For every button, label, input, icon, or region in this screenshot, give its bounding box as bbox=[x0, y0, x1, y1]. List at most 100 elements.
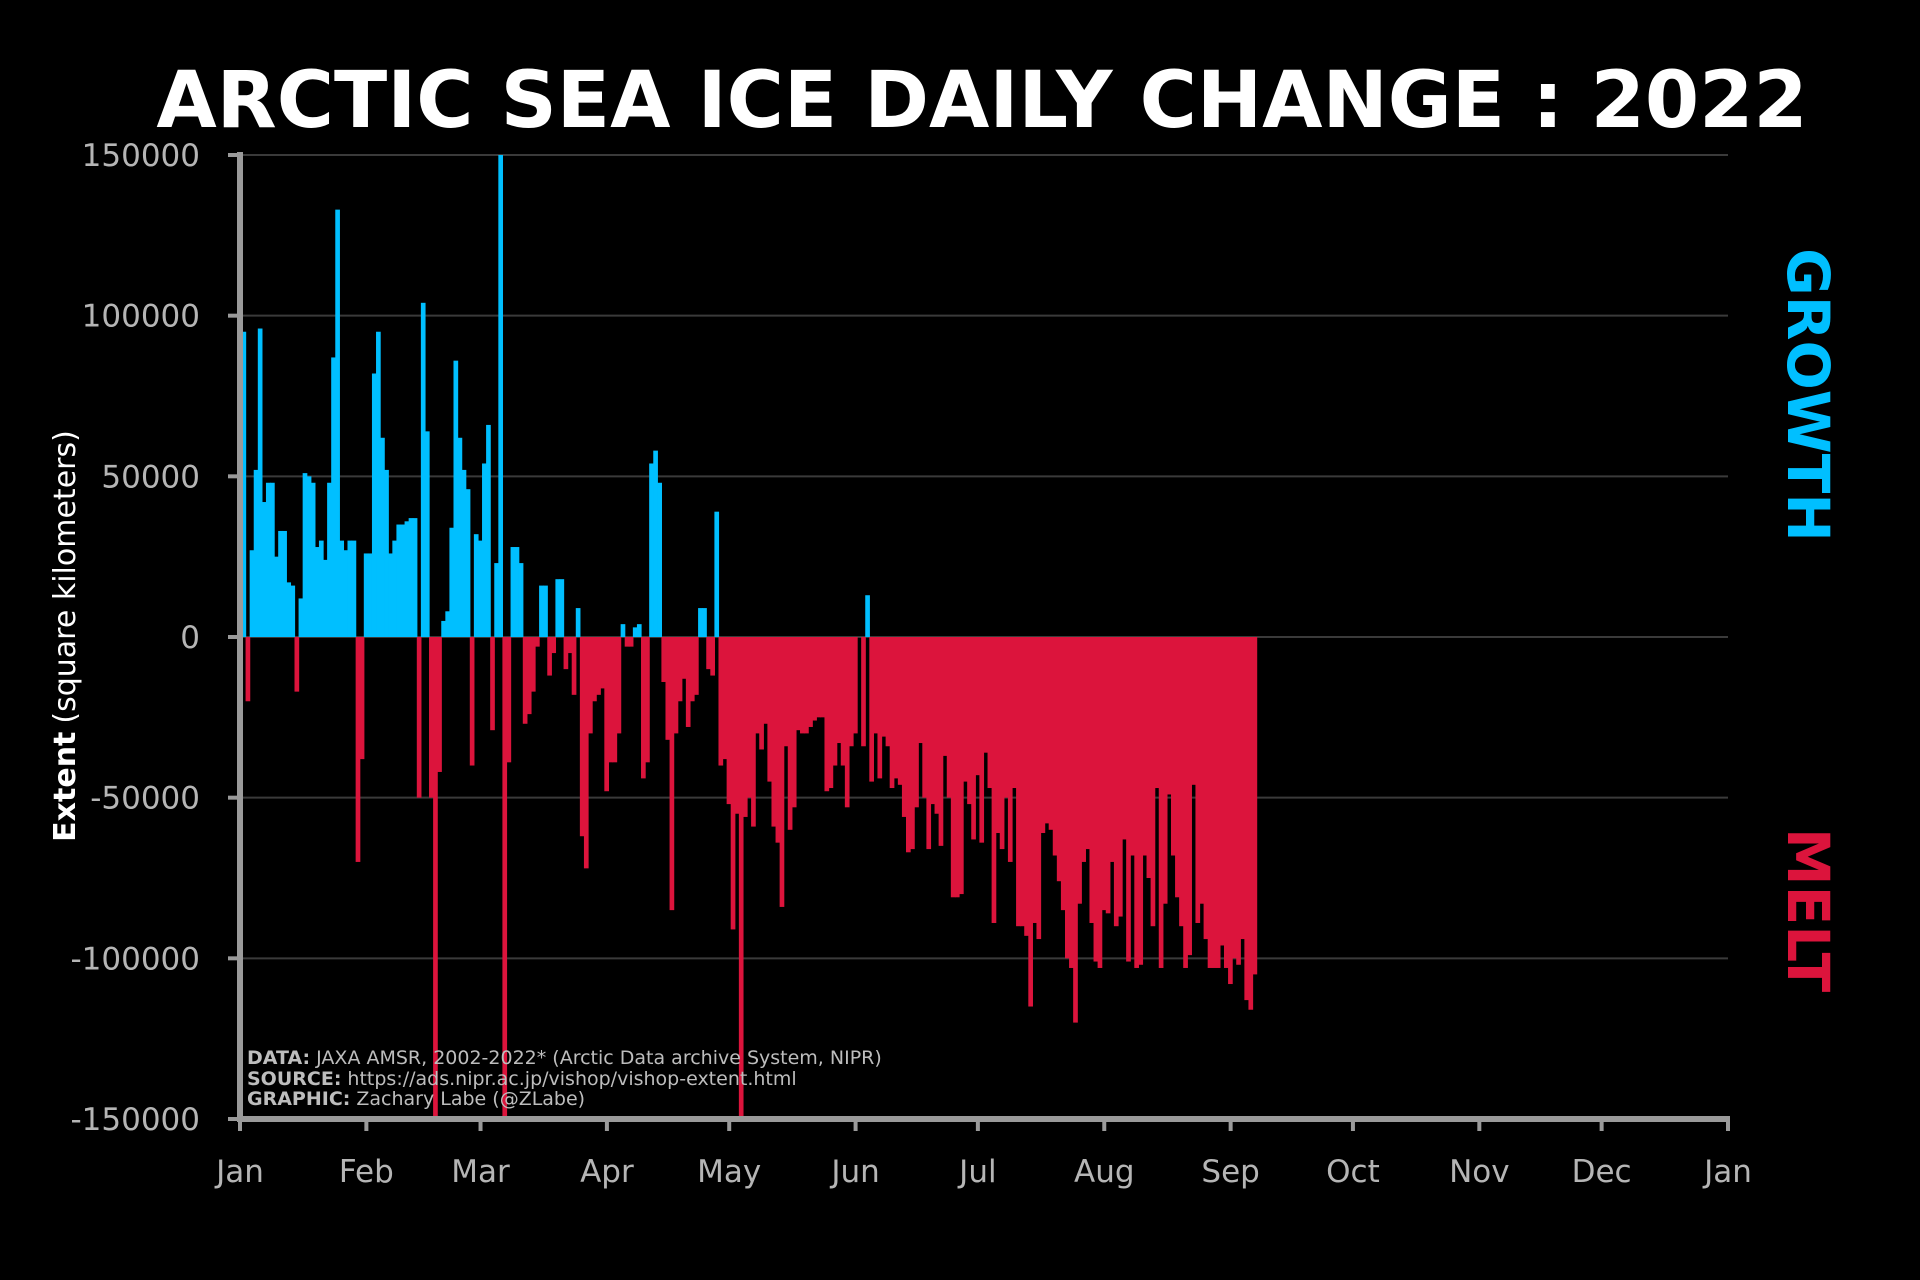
bar bbox=[449, 527, 455, 637]
bar bbox=[661, 637, 667, 682]
bar bbox=[1052, 637, 1058, 856]
bar bbox=[543, 585, 548, 637]
bar bbox=[742, 637, 748, 817]
growth-label: GROWTH bbox=[1774, 248, 1842, 542]
bar bbox=[612, 637, 618, 763]
bar bbox=[1232, 637, 1237, 959]
footer-data-key: DATA: bbox=[247, 1047, 310, 1069]
y-tick-label: 0 bbox=[180, 620, 200, 656]
bar bbox=[824, 637, 830, 792]
bar bbox=[649, 463, 654, 637]
bar bbox=[1069, 637, 1074, 968]
bar bbox=[314, 547, 320, 637]
bar bbox=[1122, 637, 1127, 840]
bar bbox=[522, 637, 528, 724]
bar bbox=[689, 637, 695, 702]
bar bbox=[392, 540, 398, 637]
bar bbox=[290, 585, 296, 637]
bar bbox=[681, 637, 687, 679]
bar bbox=[388, 553, 393, 637]
bar bbox=[620, 624, 626, 637]
bar bbox=[1040, 637, 1046, 834]
bar bbox=[282, 530, 287, 637]
bar bbox=[1101, 637, 1107, 911]
bar bbox=[1028, 637, 1033, 1007]
y-ticks: 150000 100000 50000 0 -50000 -100000 -150000 bbox=[70, 138, 240, 1138]
bar bbox=[954, 637, 960, 898]
x-tick-label: Jul bbox=[957, 1154, 996, 1190]
bar bbox=[1011, 637, 1017, 789]
x-tick-label: Aug bbox=[1074, 1154, 1135, 1190]
bar bbox=[331, 357, 336, 637]
bar bbox=[657, 482, 663, 637]
bars bbox=[241, 155, 1258, 1119]
bar bbox=[1060, 637, 1066, 911]
bar bbox=[881, 637, 887, 737]
bar bbox=[327, 482, 332, 637]
bar bbox=[901, 637, 907, 817]
bar bbox=[767, 637, 773, 782]
bar bbox=[1158, 637, 1164, 968]
bar bbox=[628, 637, 634, 647]
bar bbox=[1113, 637, 1119, 927]
bar bbox=[274, 556, 279, 637]
bar bbox=[286, 582, 292, 637]
bar bbox=[477, 540, 483, 637]
bar bbox=[359, 637, 365, 760]
bar bbox=[265, 482, 271, 637]
bar bbox=[832, 637, 838, 766]
bar bbox=[673, 637, 679, 734]
bar bbox=[1219, 637, 1225, 946]
bar bbox=[991, 637, 997, 923]
bar bbox=[853, 637, 858, 734]
bar bbox=[270, 482, 275, 637]
bar bbox=[1166, 637, 1172, 795]
bar bbox=[995, 637, 1001, 834]
y-axis-label-rest: (square kilometers) bbox=[48, 430, 83, 723]
bar bbox=[302, 473, 308, 637]
bar bbox=[897, 637, 903, 785]
bar bbox=[963, 637, 968, 782]
bar bbox=[278, 530, 283, 637]
bar bbox=[885, 637, 891, 747]
bar bbox=[376, 331, 381, 637]
bar bbox=[339, 540, 345, 637]
y-tick-label: 50000 bbox=[101, 459, 200, 495]
bar bbox=[257, 328, 263, 637]
bar bbox=[1073, 637, 1078, 1023]
bar bbox=[706, 637, 711, 670]
bar bbox=[1130, 637, 1135, 856]
bar bbox=[323, 559, 328, 637]
x-tick-label: Oct bbox=[1326, 1154, 1380, 1190]
bar bbox=[1126, 637, 1131, 962]
bar bbox=[653, 450, 658, 637]
bar bbox=[408, 518, 414, 637]
bar bbox=[906, 637, 911, 853]
bar bbox=[380, 437, 385, 637]
x-tick-label: Jan bbox=[214, 1154, 264, 1190]
bar bbox=[343, 550, 349, 637]
bar bbox=[755, 637, 760, 734]
bar bbox=[1191, 637, 1197, 785]
bar bbox=[861, 637, 866, 747]
bar bbox=[710, 637, 715, 676]
bar bbox=[616, 637, 622, 734]
bar bbox=[1223, 637, 1229, 968]
bar bbox=[685, 637, 691, 727]
bar bbox=[1240, 637, 1245, 940]
bar bbox=[420, 302, 426, 637]
bar bbox=[433, 637, 438, 1119]
bar bbox=[461, 469, 467, 637]
y-tick-label: -50000 bbox=[90, 781, 200, 817]
bar bbox=[563, 637, 569, 670]
x-tick-label: Jan bbox=[1702, 1154, 1752, 1190]
footer-graphic-text: Zachary Labe (@ZLabe) bbox=[356, 1088, 585, 1110]
bar bbox=[306, 476, 312, 637]
bar bbox=[1162, 637, 1168, 904]
x-tick-label: Apr bbox=[580, 1154, 634, 1190]
bar bbox=[967, 637, 972, 805]
bar bbox=[702, 608, 707, 637]
bar bbox=[530, 637, 536, 692]
bar bbox=[751, 637, 756, 827]
